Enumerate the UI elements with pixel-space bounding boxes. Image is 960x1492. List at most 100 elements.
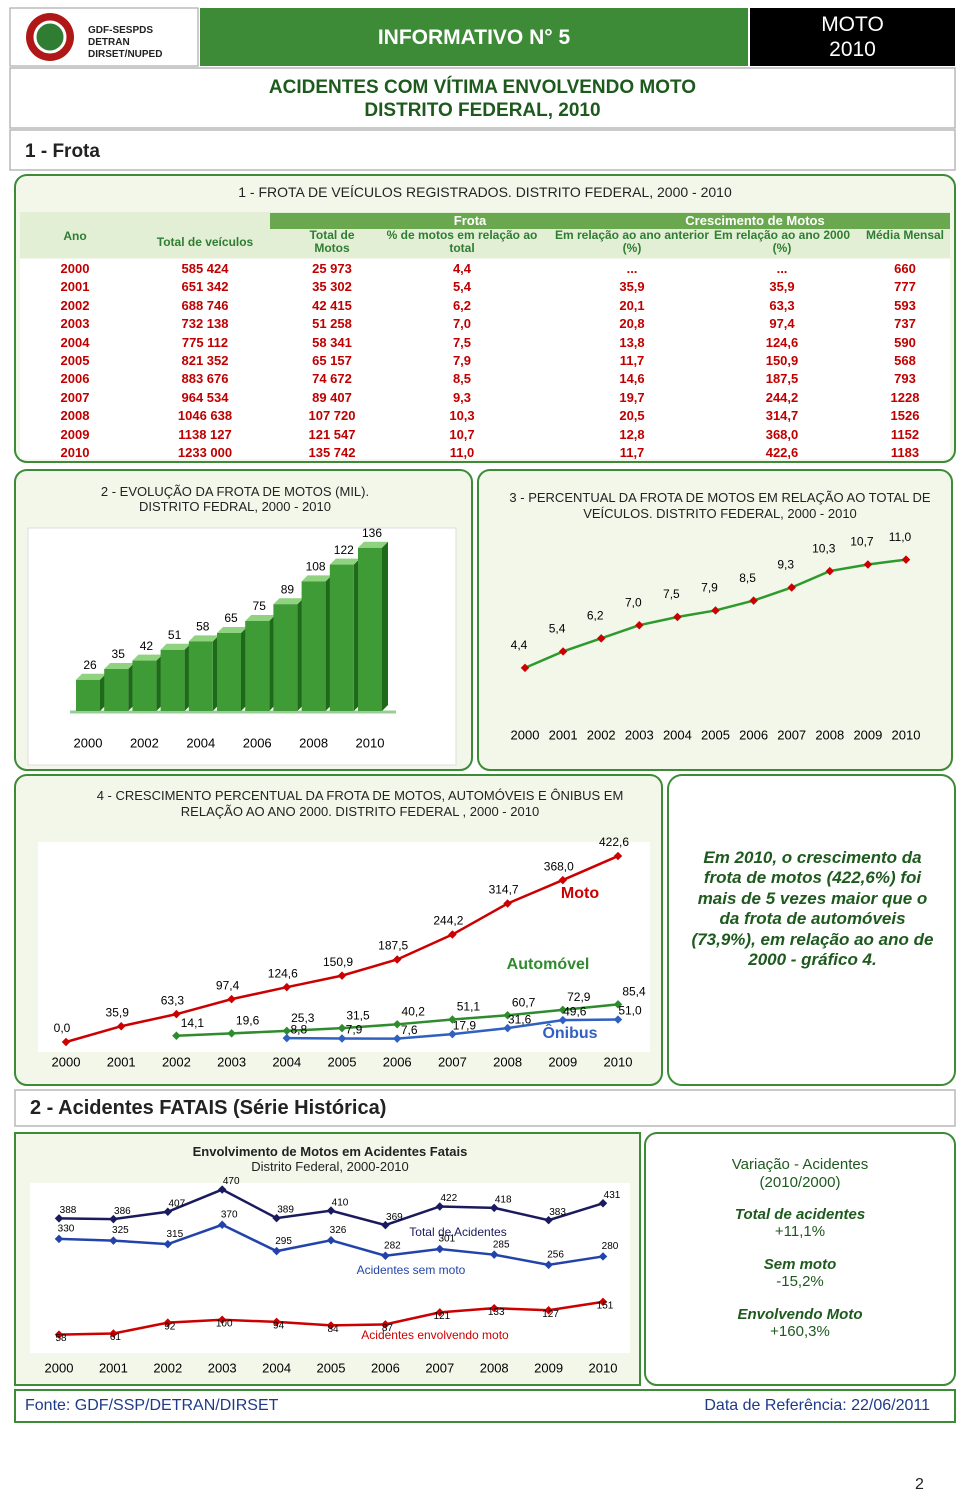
table-cell: 2004	[60, 334, 90, 350]
data-label: 389	[277, 1205, 294, 1216]
marker	[558, 647, 568, 656]
table-cell: 63,3	[769, 297, 795, 313]
logo-text: DIRSET/NUPED	[88, 49, 163, 60]
marker	[613, 1015, 623, 1024]
table-cell: 737	[894, 316, 916, 332]
marker	[326, 1236, 336, 1245]
section-band	[9, 129, 956, 171]
section-title: 1 - Frota	[25, 141, 100, 162]
marker	[749, 596, 758, 605]
data-label: 314,7	[489, 883, 519, 897]
table-column-header: Total de Motos	[309, 228, 355, 255]
bar	[132, 660, 157, 711]
marker	[787, 583, 796, 592]
x-tick-label: 2003	[208, 1360, 237, 1375]
x-tick-label: 2007	[777, 727, 806, 742]
x-tick-label: 2006	[739, 727, 768, 742]
logo-text: GDF-SESPDS	[88, 25, 154, 36]
header-black	[750, 8, 955, 66]
x-tick-label: 2007	[438, 1054, 467, 1069]
data-label: 100	[216, 1318, 233, 1329]
data-label: 60,7	[512, 995, 536, 1009]
chart-subtitle: Distrito Federal, 2000-2010	[251, 1159, 409, 1174]
table-title: 1 - FROTA DE VEÍCULOS REGISTRADOS. DISTR…	[238, 184, 732, 200]
table-cell: 1152	[890, 426, 920, 442]
table-cell: 1526	[890, 408, 920, 424]
chart-title: 4 - CRESCIMENTO PERCENTUAL DA FROTA DE M…	[96, 788, 624, 819]
table-cell: 124,6	[765, 334, 799, 350]
table-cell: 4,4	[452, 261, 472, 276]
data-label: 330	[58, 1223, 75, 1234]
variation-title: Variação - Acidentes	[731, 1156, 869, 1173]
marker	[392, 1034, 402, 1043]
table-cell: 2001	[60, 279, 90, 295]
table-cell: 150,9	[765, 353, 799, 368]
data-label: 121	[433, 1311, 450, 1322]
data-label: 63,3	[161, 993, 185, 1007]
x-tick-label: 2004	[663, 727, 692, 742]
table-cell: ...	[626, 261, 638, 276]
series-name: Acidentes envolvendo moto	[361, 1328, 509, 1342]
x-tick-label: 2001	[107, 1054, 136, 1069]
data-label: 4,4	[511, 638, 528, 652]
marker	[901, 555, 911, 564]
data-label: 8,8	[290, 1022, 307, 1036]
x-tick-label: 2001	[99, 1360, 128, 1375]
table-cell: 2005	[60, 353, 90, 368]
data-label: 282	[384, 1240, 401, 1251]
data-label: 8,5	[739, 571, 756, 585]
marker	[448, 1015, 457, 1024]
table-cell: 35,9	[769, 279, 795, 295]
x-tick-label: 2007	[425, 1360, 454, 1375]
x-tick-label: 2008	[480, 1360, 509, 1375]
data-label: 244,2	[433, 914, 463, 928]
data-label: 418	[495, 1195, 512, 1206]
table-cell: 314,7	[765, 408, 799, 424]
badge: 2010	[829, 38, 876, 61]
table-cell: 585 424	[181, 261, 229, 276]
data-label: 58	[196, 620, 210, 634]
series-name: Total de Acidentes	[409, 1225, 506, 1239]
x-tick-label: 2002	[587, 727, 616, 742]
x-tick-label: 2005	[317, 1360, 346, 1375]
table-cell: 793	[894, 371, 916, 387]
bar	[104, 669, 129, 711]
x-tick-label: 2002	[162, 1054, 191, 1069]
marker	[392, 955, 402, 964]
marker	[596, 634, 606, 643]
bar	[329, 564, 354, 711]
marker	[711, 606, 720, 615]
x-tick-label: 2004	[272, 1054, 301, 1069]
variation-value: +11,1%	[774, 1223, 826, 1240]
main-title: DISTRITO FEDERAL, 2010	[364, 100, 601, 121]
chart-subtitle: DISTRITO FEDRAL, 2000 - 2010	[139, 499, 331, 514]
table-cell: 821 352	[181, 353, 229, 368]
table-cell: 10,7	[449, 426, 475, 442]
bar-top	[329, 558, 360, 565]
table-cell: 422,6	[765, 445, 799, 460]
marker	[503, 899, 512, 908]
table-cell: 777	[894, 279, 916, 295]
x-tick-label: 2009	[853, 727, 882, 742]
marker	[282, 1026, 292, 1036]
bar	[160, 649, 185, 711]
section2-band	[14, 1089, 956, 1127]
table-cell: 1046 638	[177, 408, 233, 424]
data-label: 7,6	[401, 1023, 418, 1037]
marker	[489, 1203, 499, 1213]
x-tick-label: 2002	[153, 1360, 182, 1375]
data-label: 35,9	[106, 1005, 130, 1019]
data-label: 17,9	[453, 1018, 477, 1032]
x-tick-label: 2003	[625, 727, 654, 742]
series-name: Moto	[561, 885, 599, 902]
data-label: 49,6	[563, 1004, 587, 1018]
data-label: 431	[604, 1190, 621, 1201]
marker	[544, 1215, 553, 1225]
bar-side	[382, 541, 388, 711]
table-cell: 74 672	[312, 371, 352, 387]
table-cell: 6,2	[452, 297, 472, 313]
data-label: 315	[166, 1229, 183, 1240]
x-tick-label: 2002	[130, 735, 159, 750]
section-title: 2 - Acidentes FATAIS (Série Histórica)	[30, 1097, 387, 1119]
data-label: 285	[493, 1239, 510, 1250]
